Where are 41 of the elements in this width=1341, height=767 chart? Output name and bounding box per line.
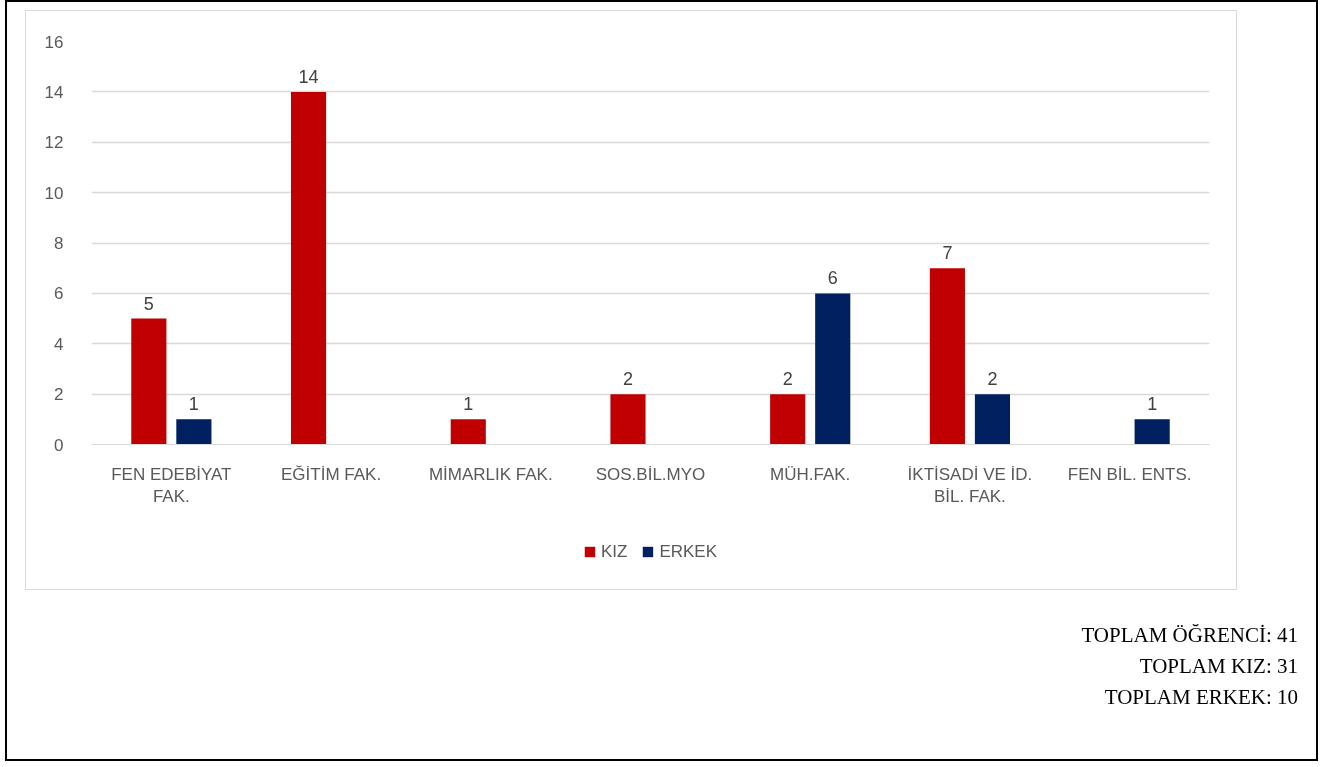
data-label: 2 xyxy=(622,369,633,390)
x-tick-label: EĞİTİM FAK. xyxy=(281,464,382,484)
bar xyxy=(815,293,851,445)
y-tick-label: 12 xyxy=(44,133,64,153)
y-tick-label: 4 xyxy=(54,334,64,354)
y-tick-label: 10 xyxy=(44,183,64,203)
bar xyxy=(974,394,1011,445)
y-tick-label: 14 xyxy=(44,82,64,102)
data-label: 7 xyxy=(942,243,953,264)
bar xyxy=(770,394,806,445)
bar xyxy=(176,419,212,445)
data-label: 1 xyxy=(463,394,474,415)
x-tick-label: MİMARLIK FAK. xyxy=(428,464,553,484)
x-tick-label: FEN EDEBİYAT FAK. xyxy=(111,464,232,507)
text: TOPLAM ÖĞRENCİ: 41 xyxy=(1081,623,1298,647)
x-tick-label: İKTİSADİ VE İD. BİL. FAK. xyxy=(907,464,1033,507)
bar xyxy=(1134,419,1170,445)
data-label: 6 xyxy=(827,268,838,289)
data-label: 5 xyxy=(143,293,154,314)
y-tick-label: 16 xyxy=(44,32,64,52)
text: TOPLAM ERKEK: 10 xyxy=(1104,685,1298,709)
x-tick-label: SOS.BİL.MYO xyxy=(595,464,706,484)
text: TOPLAM KIZ: 31 xyxy=(1139,654,1298,678)
bar xyxy=(450,419,486,445)
data-label: 1 xyxy=(188,394,199,415)
x-tick-label: MÜH.FAK. xyxy=(770,464,851,484)
y-tick-label: 8 xyxy=(54,234,64,253)
bar xyxy=(929,268,965,445)
data-label: 2 xyxy=(782,369,793,390)
bar xyxy=(290,91,327,445)
legend-label: ERKEK xyxy=(659,541,718,562)
data-label: 2 xyxy=(987,369,998,390)
data-label: 14 xyxy=(298,66,319,87)
bar xyxy=(610,394,646,445)
legend-label: KIZ xyxy=(600,541,628,562)
bar xyxy=(131,318,167,445)
x-tick-label: FEN BİL. ENTS. xyxy=(1067,464,1192,484)
data-label: 1 xyxy=(1147,394,1158,415)
y-tick-label: 6 xyxy=(54,284,64,304)
y-tick-label: 2 xyxy=(54,385,64,405)
y-tick-label: 0 xyxy=(54,435,64,455)
